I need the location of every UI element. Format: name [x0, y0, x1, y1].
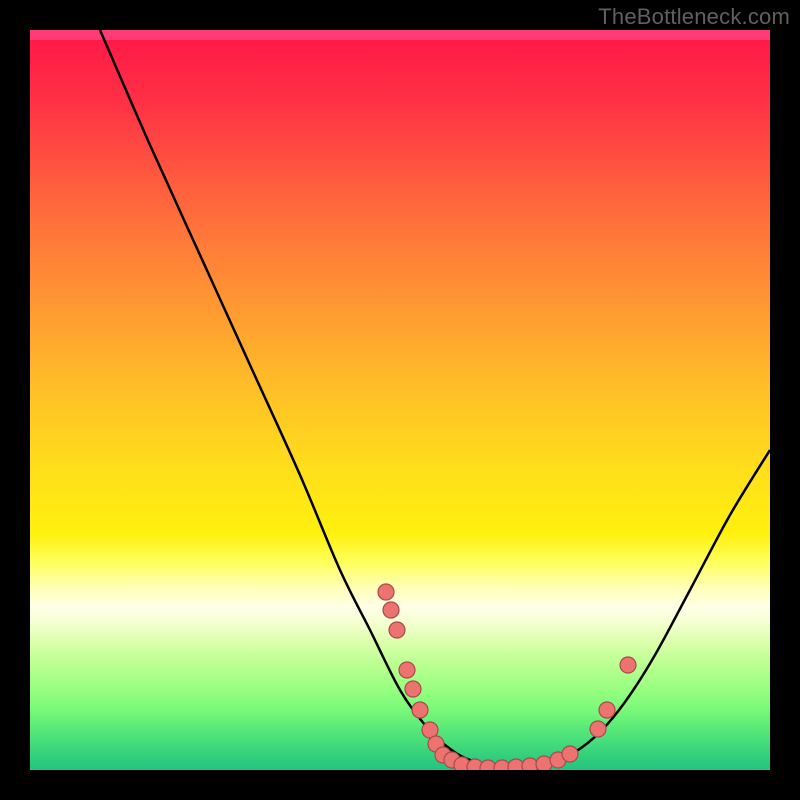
curve-marker [405, 681, 421, 697]
chart-svg [30, 30, 770, 770]
curve-marker [536, 756, 552, 770]
chart-background [30, 30, 770, 770]
curve-marker [378, 584, 394, 600]
curve-marker [620, 657, 636, 673]
chart-top-pink-band [30, 30, 770, 40]
curve-marker [389, 622, 405, 638]
watermark-text: TheBottleneck.com [598, 4, 790, 30]
curve-marker [599, 702, 615, 718]
curve-marker [383, 602, 399, 618]
curve-marker [412, 702, 428, 718]
curve-marker [399, 662, 415, 678]
curve-marker [562, 746, 578, 762]
chart-plot-area [30, 30, 770, 770]
curve-marker [590, 721, 606, 737]
